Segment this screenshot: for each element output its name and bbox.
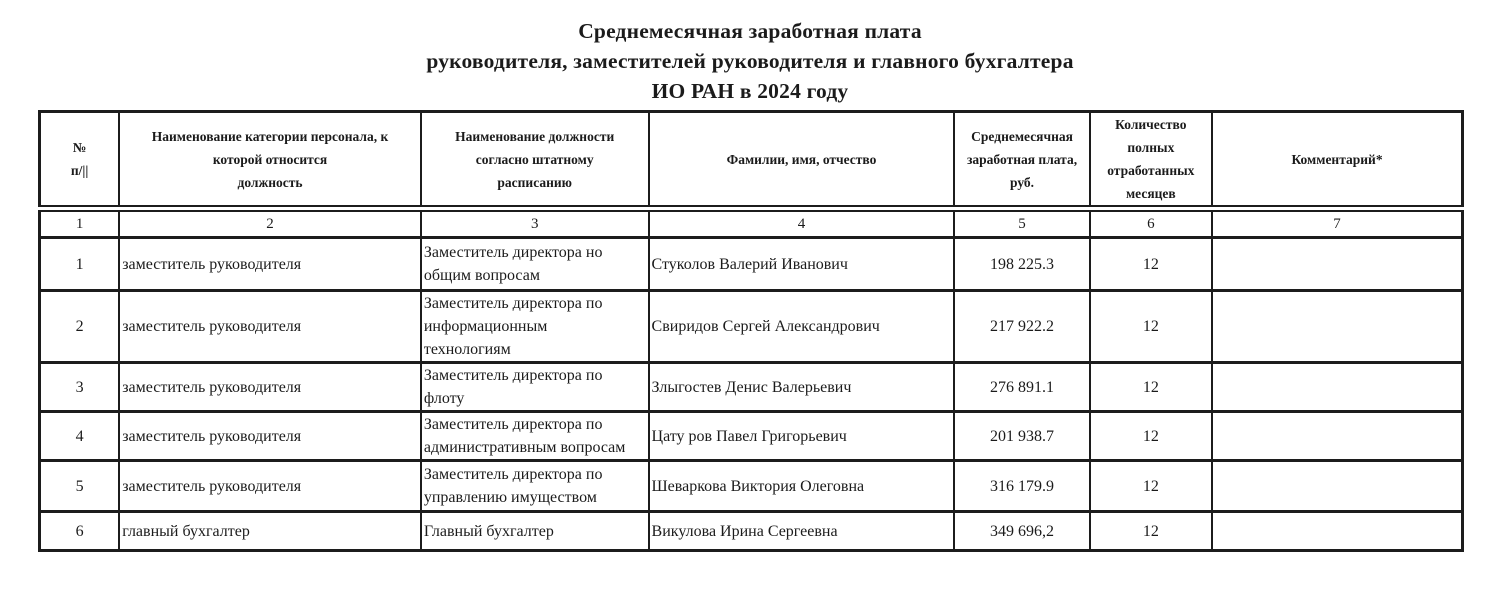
- cell-position: Заместитель директора по управлению имущ…: [419, 459, 650, 513]
- table-row: 1 заместитель руководителя Заместитель дир…: [38, 236, 1464, 292]
- cell-category: заместитель руководителя: [118, 410, 422, 462]
- document-title: Среднемесячная заработная плата руководи…: [0, 16, 1500, 106]
- column-number-3: 3: [419, 207, 650, 239]
- cell-salary: 217 922.2: [953, 289, 1091, 364]
- column-number-5: 5: [953, 207, 1091, 239]
- cell-category: главный бухгалтер: [118, 510, 422, 552]
- cell-months: 12: [1088, 410, 1214, 462]
- salary-table: № п/|| Наименование категории персонала,…: [38, 110, 1464, 552]
- cell-name: Цату ров Павел Григорьевич: [647, 410, 956, 462]
- cell-category: заместитель руководителя: [118, 289, 422, 364]
- column-number-2: 2: [118, 207, 422, 239]
- table-row: 5 заместитель руководителя Заместитель дир…: [38, 459, 1464, 513]
- column-number-row: 1 2 3 4 5 6 7: [38, 207, 1464, 239]
- cell-salary: 316 179.9: [953, 459, 1091, 513]
- cell-comment: [1211, 236, 1464, 292]
- column-number-7: 7: [1211, 207, 1464, 239]
- cell-category: заместитель руководителя: [118, 459, 422, 513]
- cell-salary: 198 225.3: [953, 236, 1091, 292]
- cell-months: 12: [1088, 361, 1214, 413]
- header-months-worked: Количество полных отработанных месяцев: [1088, 110, 1214, 212]
- cell-row-number: 3: [38, 361, 121, 413]
- cell-comment: [1211, 510, 1464, 552]
- header-full-name: Фамилии, имя, отчество: [647, 110, 956, 212]
- table-row: 6 главный бухгалтер Главный бухгалтер Викул…: [38, 510, 1464, 552]
- cell-salary: 276 891.1: [953, 361, 1091, 413]
- cell-position: Главный бухгалтер: [419, 510, 650, 552]
- title-line-2: руководителя, заместителей руководителя …: [426, 49, 1074, 73]
- cell-position: Заместитель директора по административны…: [419, 410, 650, 462]
- header-personnel-category: Наименование категории персонала, к кото…: [118, 110, 422, 212]
- header-position-title: Наименование должности согласно штатному…: [419, 110, 650, 212]
- cell-position: Заместитель директора по флоту: [419, 361, 650, 413]
- header-average-salary: Среднемесячная заработная плата, руб.: [953, 110, 1091, 212]
- cell-name: Шеваркова Виктория Олеговна: [647, 459, 956, 513]
- cell-salary: 349 696,2: [953, 510, 1091, 552]
- table-row: 2 заместитель руководителя Заместитель дир…: [38, 289, 1464, 364]
- cell-comment: [1211, 361, 1464, 413]
- cell-name: Злыгостев Денис Валерьевич: [647, 361, 956, 413]
- column-number-1: 1: [38, 207, 121, 239]
- cell-category: заместитель руководителя: [118, 361, 422, 413]
- cell-comment: [1211, 410, 1464, 462]
- cell-row-number: 6: [38, 510, 121, 552]
- header-comment: Комментарий*: [1211, 110, 1464, 212]
- cell-row-number: 2: [38, 289, 121, 364]
- cell-months: 12: [1088, 459, 1214, 513]
- title-line-3: ИО РАН в 2024 году: [651, 79, 849, 103]
- table-row: 3 заместитель руководителя Заместитель дир…: [38, 361, 1464, 413]
- cell-row-number: 5: [38, 459, 121, 513]
- cell-position: Заместитель директора по информационным …: [419, 289, 650, 364]
- cell-comment: [1211, 289, 1464, 364]
- table-row: 4 заместитель руководителя Заместитель дир…: [38, 410, 1464, 462]
- cell-row-number: 1: [38, 236, 121, 292]
- cell-comment: [1211, 459, 1464, 513]
- table-body: 1 заместитель руководителя Заместитель дир…: [38, 236, 1464, 552]
- cell-name: Викулова Ирина Сергеевна: [647, 510, 956, 552]
- cell-name: Стуколов Валерий Иванович: [647, 236, 956, 292]
- cell-months: 12: [1088, 510, 1214, 552]
- cell-months: 12: [1088, 289, 1214, 364]
- cell-position: Заместитель директора но общим вопросам: [419, 236, 650, 292]
- header-row: № п/|| Наименование категории персонала,…: [38, 110, 1464, 212]
- header-row-number: № п/||: [38, 110, 121, 212]
- cell-category: заместитель руководителя: [118, 236, 422, 292]
- cell-months: 12: [1088, 236, 1214, 292]
- cell-row-number: 4: [38, 410, 121, 462]
- column-number-4: 4: [647, 207, 956, 239]
- column-number-6: 6: [1088, 207, 1214, 239]
- cell-salary: 201 938.7: [953, 410, 1091, 462]
- title-line-1: Среднемесячная заработная плата: [578, 19, 922, 43]
- cell-name: Свиридов Сергей Александрович: [647, 289, 956, 364]
